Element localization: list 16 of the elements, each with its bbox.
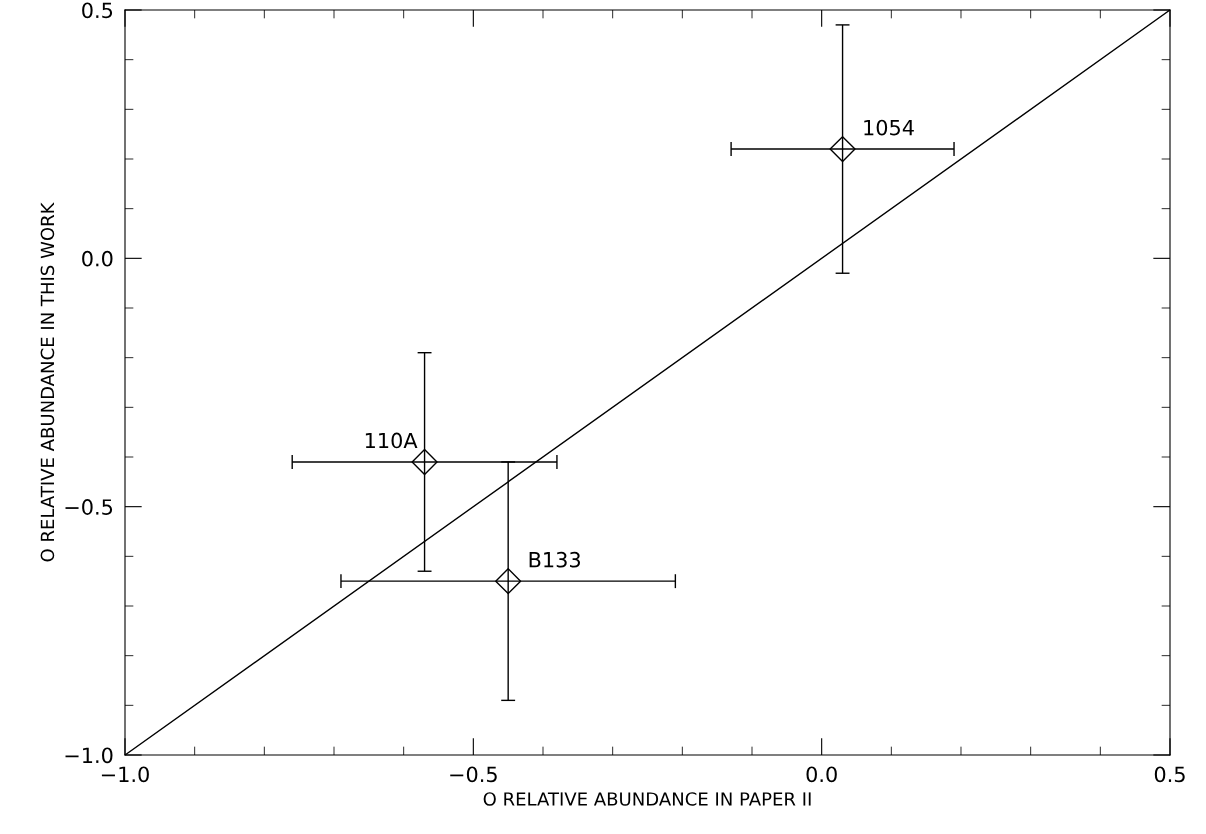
y-tick-label: 0.0	[82, 250, 113, 267]
x-tick-label: 0.5	[1154, 766, 1185, 783]
y-axis-title: O RELATIVE ABUNDANCE IN THIS WORK	[40, 202, 55, 562]
y-tick-label: −1.0	[65, 747, 113, 764]
point	[411, 448, 438, 476]
point	[495, 568, 522, 595]
x-axis-title: O RELATIVE ABUNDANCE IN PAPER II	[483, 792, 811, 806]
point	[829, 135, 856, 163]
annotation: 110A	[365, 432, 418, 449]
annotation: B133	[529, 551, 580, 568]
annotation: 1054	[864, 119, 914, 136]
y-tick-label: 0.5	[82, 2, 113, 19]
x-tick-label: 0.0	[806, 766, 837, 783]
x-tick-label: −0.5	[450, 766, 497, 783]
x-tick-label: −1.0	[101, 766, 149, 783]
y-tick-label: −0.5	[65, 499, 113, 515]
